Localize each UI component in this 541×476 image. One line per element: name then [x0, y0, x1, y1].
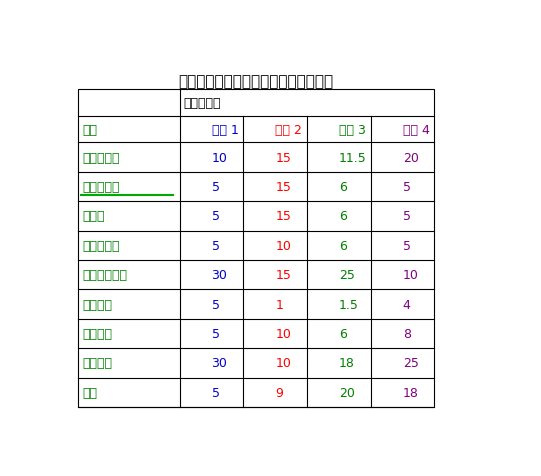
Text: 5: 5	[403, 210, 411, 223]
Text: 配方 3: 配方 3	[339, 124, 366, 137]
Text: 30: 30	[212, 357, 227, 370]
Text: 5: 5	[212, 239, 220, 252]
Text: 5: 5	[212, 327, 220, 340]
Text: 重量百分比: 重量百分比	[184, 97, 221, 110]
Text: 11.5: 11.5	[339, 151, 367, 164]
Text: 6: 6	[339, 239, 347, 252]
Text: 煤油: 煤油	[82, 386, 97, 399]
Text: 15: 15	[275, 210, 291, 223]
Text: 10: 10	[275, 239, 291, 252]
Text: 20: 20	[339, 386, 355, 399]
Text: 聚氧乙烯醚: 聚氧乙烯醚	[82, 180, 120, 194]
Text: 1.5: 1.5	[339, 298, 359, 311]
Text: 配方 1: 配方 1	[212, 124, 239, 137]
Text: 5: 5	[212, 180, 220, 194]
Text: 环烷酸铁: 环烷酸铁	[82, 298, 113, 311]
Text: 异丙醇: 异丙醇	[82, 210, 105, 223]
Text: 10: 10	[403, 268, 419, 282]
Text: 18: 18	[339, 357, 355, 370]
Text: 配方 2: 配方 2	[275, 124, 302, 137]
Text: 18: 18	[403, 386, 419, 399]
Text: 5: 5	[212, 210, 220, 223]
Text: 25: 25	[403, 357, 419, 370]
Text: 6: 6	[339, 210, 347, 223]
Text: 8: 8	[403, 327, 411, 340]
Text: 配方 4: 配方 4	[403, 124, 430, 137]
Text: 10: 10	[212, 151, 227, 164]
Bar	[78, 90, 434, 407]
Text: 10: 10	[275, 357, 291, 370]
Text: 20: 20	[403, 151, 419, 164]
Text: 6: 6	[339, 327, 347, 340]
Text: 组分: 组分	[82, 124, 97, 137]
Text: 10: 10	[275, 327, 291, 340]
Text: 30: 30	[212, 268, 227, 282]
Text: 5: 5	[403, 239, 411, 252]
Text: 复合汽油添加剂其组分重量配比如下：: 复合汽油添加剂其组分重量配比如下：	[179, 74, 334, 89]
Text: 4: 4	[403, 298, 411, 311]
Text: 15: 15	[275, 180, 291, 194]
Text: 1: 1	[275, 298, 283, 311]
Text: 6: 6	[339, 180, 347, 194]
Text: 5: 5	[212, 298, 220, 311]
Text: 硼酸三甲脂: 硼酸三甲脂	[82, 239, 120, 252]
Text: 二甲氧基甲烷: 二甲氧基甲烷	[82, 268, 127, 282]
Text: 二异丁酮: 二异丁酮	[82, 357, 113, 370]
Text: 15: 15	[275, 268, 291, 282]
Text: 聚异丁烯胺: 聚异丁烯胺	[82, 151, 120, 164]
Text: 5: 5	[212, 386, 220, 399]
Text: 15: 15	[275, 151, 291, 164]
Text: 5: 5	[403, 180, 411, 194]
Text: 9: 9	[275, 386, 283, 399]
Text: 四氢呋喃: 四氢呋喃	[82, 327, 113, 340]
Text: 25: 25	[339, 268, 355, 282]
